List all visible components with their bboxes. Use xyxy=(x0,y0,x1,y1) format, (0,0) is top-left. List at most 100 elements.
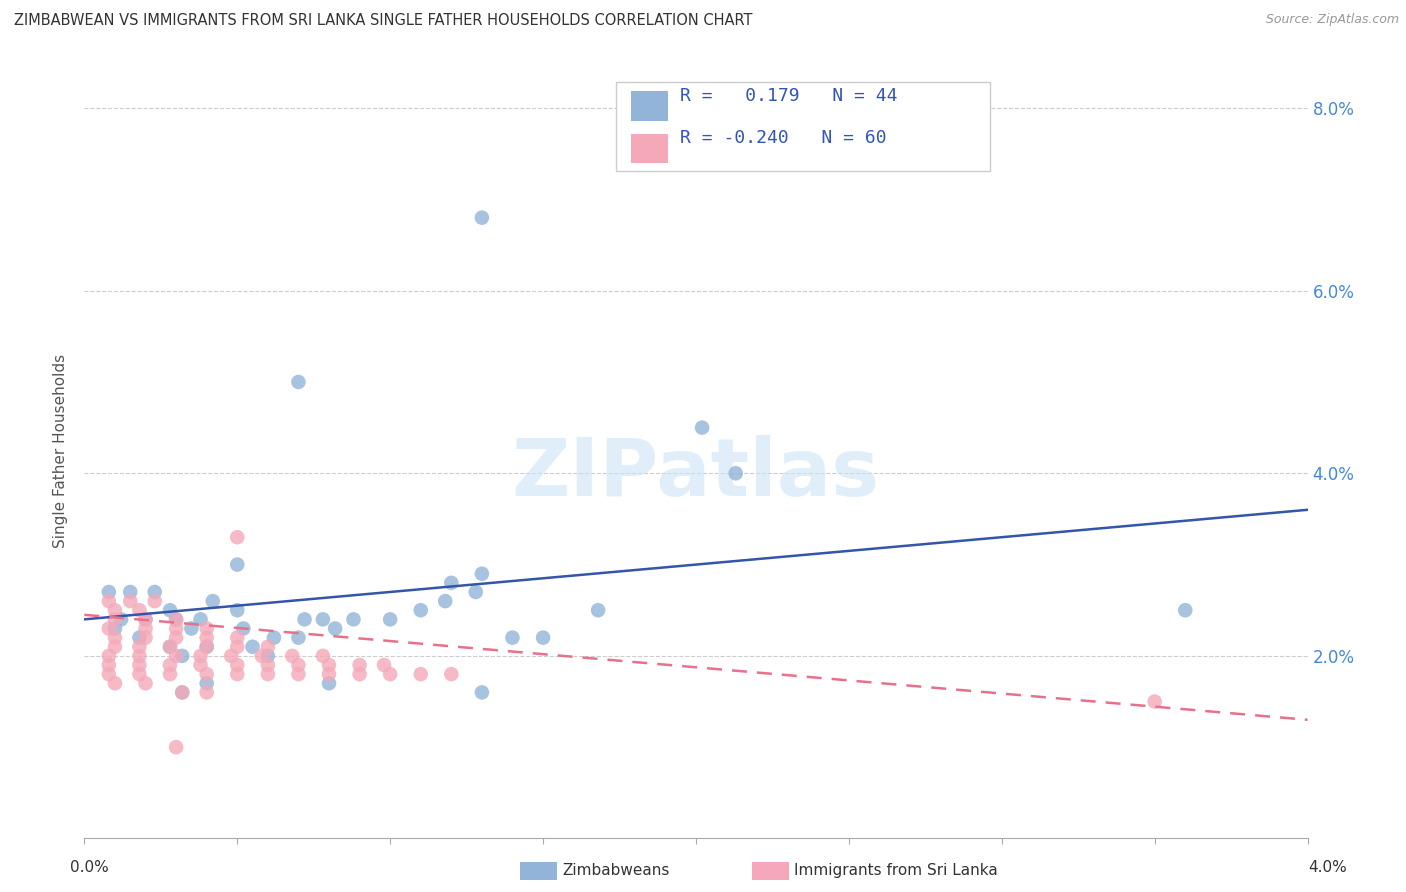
Point xyxy=(318,676,340,690)
Text: ZIMBABWEAN VS IMMIGRANTS FROM SRI LANKA SINGLE FATHER HOUSEHOLDS CORRELATION CHA: ZIMBABWEAN VS IMMIGRANTS FROM SRI LANKA … xyxy=(14,13,752,29)
Point xyxy=(165,622,187,636)
Point xyxy=(219,648,242,663)
Point xyxy=(349,667,371,681)
Point xyxy=(97,585,120,599)
Point xyxy=(287,631,309,645)
Point xyxy=(232,622,254,636)
Point xyxy=(172,685,194,699)
Point xyxy=(690,420,713,434)
Point xyxy=(281,648,304,663)
Point xyxy=(226,558,249,572)
Point xyxy=(135,676,157,690)
Point xyxy=(159,658,181,673)
Point xyxy=(135,612,157,626)
Point xyxy=(143,594,166,608)
Point xyxy=(409,603,432,617)
Point xyxy=(323,622,346,636)
Point xyxy=(349,658,371,673)
Point xyxy=(97,658,120,673)
Point xyxy=(165,648,187,663)
Point xyxy=(373,658,395,673)
Point xyxy=(195,640,218,654)
Point xyxy=(294,612,316,626)
Point xyxy=(120,585,142,599)
Point xyxy=(312,648,335,663)
Point xyxy=(165,612,187,626)
Point xyxy=(97,594,120,608)
Point xyxy=(226,667,249,681)
Point xyxy=(226,530,249,544)
Point xyxy=(342,612,364,626)
Point xyxy=(318,658,340,673)
Point xyxy=(257,648,280,663)
FancyBboxPatch shape xyxy=(631,134,668,163)
Point xyxy=(263,631,285,645)
Point xyxy=(195,622,218,636)
FancyBboxPatch shape xyxy=(616,82,990,171)
Point xyxy=(159,640,181,654)
Point xyxy=(172,648,194,663)
Point xyxy=(97,648,120,663)
Point xyxy=(440,667,463,681)
Point xyxy=(287,658,309,673)
Point xyxy=(104,603,127,617)
Point xyxy=(201,594,224,608)
Point xyxy=(165,631,187,645)
Text: 4.0%: 4.0% xyxy=(1308,860,1347,874)
Point xyxy=(257,667,280,681)
Point xyxy=(135,631,157,645)
Point xyxy=(195,667,218,681)
Point xyxy=(172,685,194,699)
Point xyxy=(195,685,218,699)
Point xyxy=(190,658,212,673)
Point xyxy=(409,667,432,681)
Point xyxy=(104,622,127,636)
Point xyxy=(135,622,157,636)
Point xyxy=(464,585,486,599)
Point xyxy=(471,566,494,581)
Point xyxy=(159,640,181,654)
Point xyxy=(180,622,202,636)
Point xyxy=(195,676,218,690)
Text: 0.0%: 0.0% xyxy=(70,860,110,874)
FancyBboxPatch shape xyxy=(631,91,668,120)
Point xyxy=(165,740,187,755)
Point xyxy=(104,676,127,690)
Point xyxy=(257,658,280,673)
Point xyxy=(128,667,150,681)
Point xyxy=(128,658,150,673)
Point xyxy=(440,575,463,590)
Point xyxy=(257,640,280,654)
Point xyxy=(97,667,120,681)
Point xyxy=(104,631,127,645)
Text: R =   0.179   N = 44: R = 0.179 N = 44 xyxy=(681,87,897,104)
Point xyxy=(724,467,747,481)
Point xyxy=(159,667,181,681)
Point xyxy=(471,685,494,699)
Point xyxy=(104,640,127,654)
Point xyxy=(195,640,218,654)
Point xyxy=(226,631,249,645)
Point xyxy=(128,631,150,645)
Point xyxy=(97,622,120,636)
Point xyxy=(380,612,402,626)
Point xyxy=(143,585,166,599)
Text: Source: ZipAtlas.com: Source: ZipAtlas.com xyxy=(1265,13,1399,27)
Point xyxy=(104,612,127,626)
Point xyxy=(128,648,150,663)
Point xyxy=(110,612,132,626)
Point xyxy=(312,612,335,626)
Point xyxy=(128,603,150,617)
Point xyxy=(165,612,187,626)
Point xyxy=(380,667,402,681)
Point xyxy=(434,594,457,608)
Y-axis label: Single Father Households: Single Father Households xyxy=(53,353,69,548)
Point xyxy=(128,640,150,654)
Point xyxy=(226,603,249,617)
Point xyxy=(226,658,249,673)
Point xyxy=(287,375,309,389)
Point xyxy=(190,648,212,663)
Text: ZIPatlas: ZIPatlas xyxy=(512,434,880,513)
Point xyxy=(531,631,554,645)
Point xyxy=(250,648,273,663)
